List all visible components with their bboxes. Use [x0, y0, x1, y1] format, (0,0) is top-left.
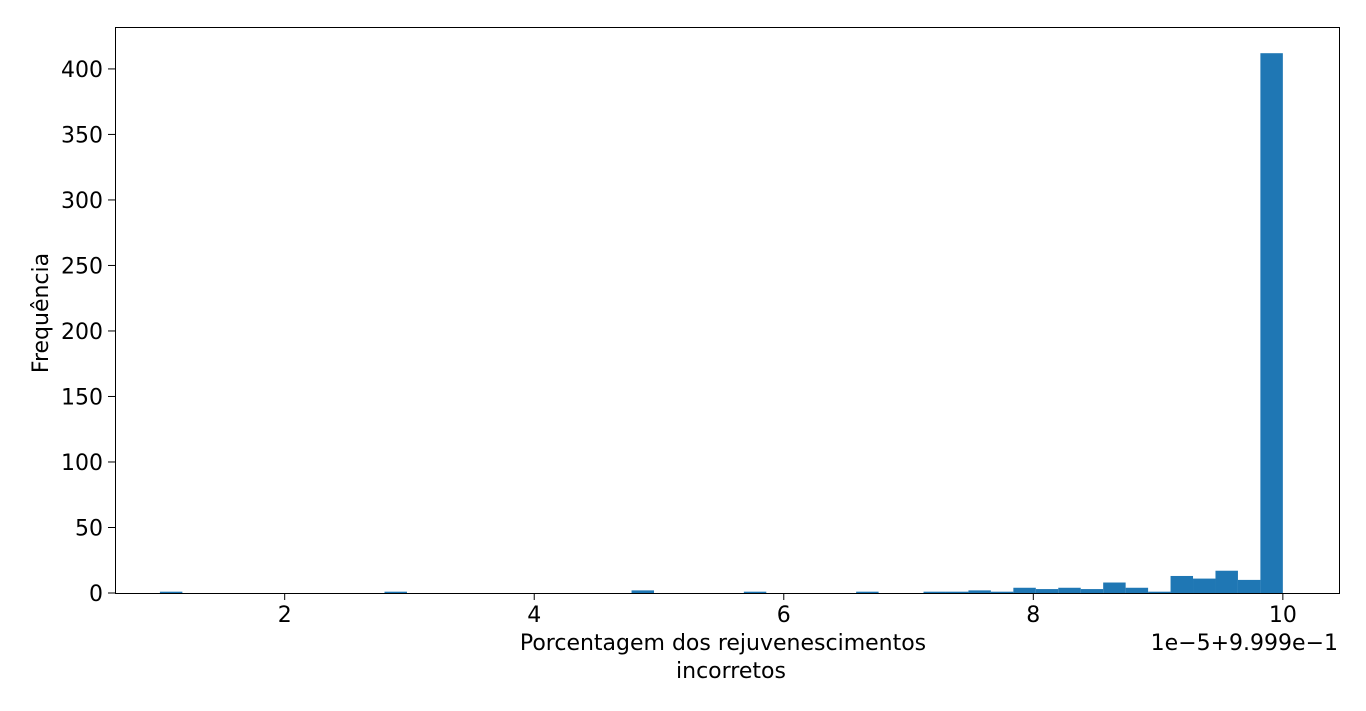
- histogram-bar: [1125, 587, 1149, 593]
- y-tick-label: 350: [61, 123, 103, 148]
- histogram-bar: [1260, 53, 1283, 593]
- x-tick-label: 6: [777, 603, 791, 628]
- histogram-bar: [923, 591, 946, 593]
- y-tick-label: 200: [61, 320, 103, 345]
- y-tick-label: 400: [61, 58, 103, 83]
- histogram-bar: [384, 591, 407, 593]
- histogram-bar: [1215, 570, 1238, 593]
- x-axis: 2 4 6 8 10: [278, 593, 1297, 628]
- histogram-bar: [856, 591, 879, 593]
- histogram-bar: [945, 591, 969, 593]
- x-axis-label-line-2: incorretos: [676, 659, 786, 684]
- y-tick-label: 250: [61, 254, 103, 279]
- x-tick-label: 2: [278, 603, 292, 628]
- y-tick-label: 50: [75, 516, 103, 541]
- y-tick-label: 150: [61, 385, 103, 410]
- histogram-bar: [1237, 579, 1261, 593]
- x-axis-offset-label: 1e−5+9.999e−1: [1151, 631, 1338, 656]
- histogram-bar: [1148, 591, 1171, 593]
- histogram-bar: [990, 591, 1014, 593]
- histogram-bar: [159, 591, 183, 593]
- histogram-bar: [968, 590, 991, 593]
- bars-group: [159, 53, 1283, 593]
- y-axis: 0 50 100 150 200 250 300 350 400: [61, 58, 115, 607]
- histogram-bar: [743, 591, 767, 593]
- histogram-bar: [1080, 589, 1104, 593]
- histogram-bar: [1103, 582, 1126, 593]
- y-tick-label: 100: [61, 451, 103, 476]
- x-tick-label: 4: [527, 603, 541, 628]
- histogram-bar: [631, 590, 655, 593]
- y-tick-label: 300: [61, 189, 103, 214]
- histogram-bar: [1170, 575, 1194, 593]
- x-tick-label: 8: [1026, 603, 1040, 628]
- y-tick-label: 0: [89, 582, 103, 607]
- plot-frame: [115, 27, 1340, 594]
- y-axis-label: Frequência: [29, 253, 54, 373]
- histogram-bar: [1193, 578, 1216, 593]
- histogram-bar: [1035, 589, 1059, 593]
- x-axis-label-line-1: Porcentagem dos rejuvenescimentos: [520, 631, 926, 656]
- x-tick-label: 10: [1269, 603, 1297, 628]
- histogram-bar: [1058, 587, 1081, 593]
- histogram-bar: [1013, 587, 1036, 593]
